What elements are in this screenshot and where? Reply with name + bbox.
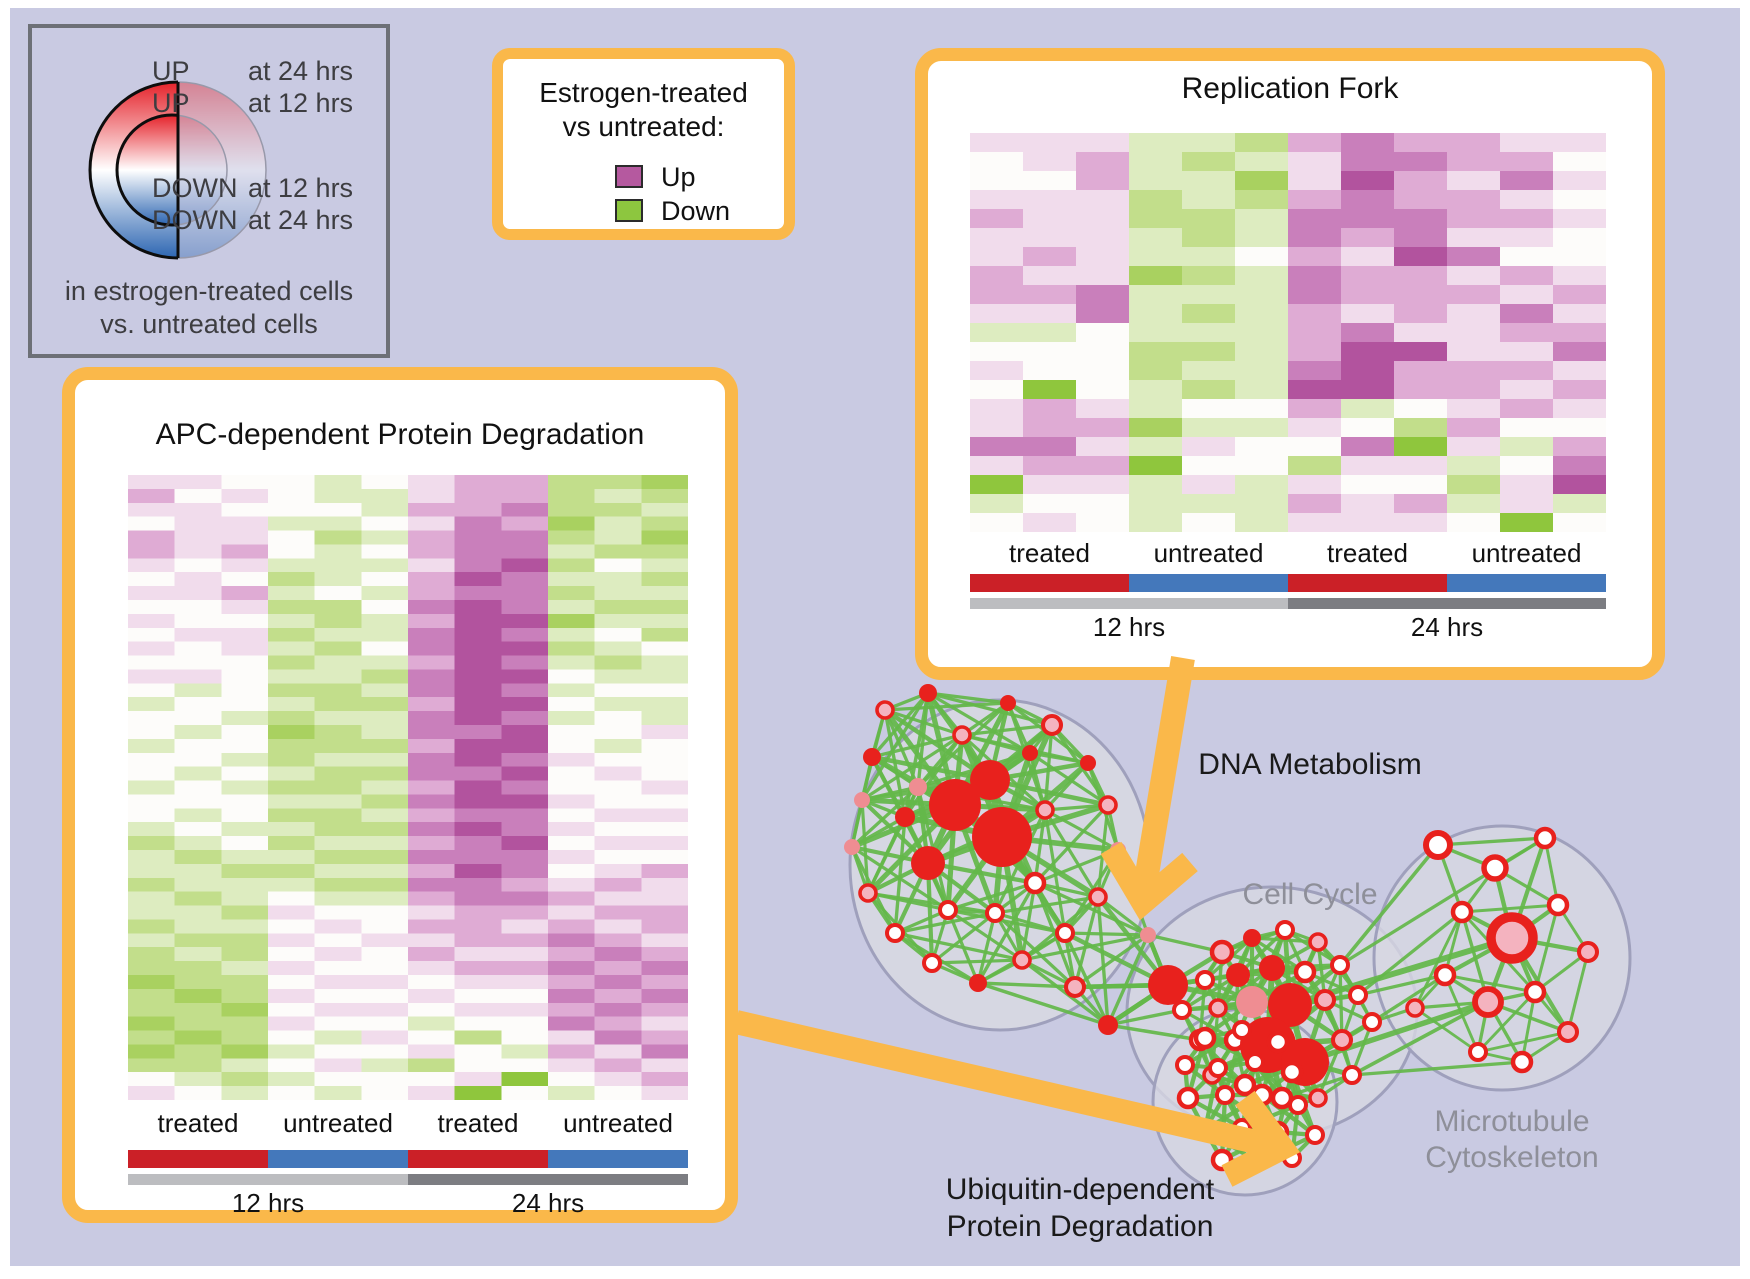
legend-up-12-direction: UP [152,88,190,118]
repfork-untreated-bar [1129,574,1288,592]
repfork-untreated-bar [1447,574,1606,592]
apc-12hrs-bar [128,1174,408,1185]
legend-down-12-time: at 12 hrs [248,173,354,203]
apc-heatmap [128,475,688,1100]
apc-sample-group-label: untreated [283,1108,393,1138]
repfork-12hrs-bar [970,598,1288,609]
repfork-time-label: 12 hrs [1092,612,1166,642]
color-key-box: Estrogen-treated vs untreated: Up Down [492,48,795,240]
apc-sample-group-label: untreated [563,1108,673,1138]
apc-time-label: 24 hrs [511,1188,585,1218]
cluster-label-ubiquitin-line2: Protein Degradation [946,1210,1214,1243]
up-label: Up [661,162,696,192]
repfork-sample-group-label: untreated [1153,538,1264,568]
apc-untreated-bar [548,1150,688,1168]
apc-24hrs-bar [408,1174,688,1185]
apc-treated-bar [128,1150,268,1168]
legend-footer-line2: vs. untreated cells [100,309,318,339]
down-swatch [615,199,643,222]
color-key-title-line1: Estrogen-treated [539,77,748,108]
down-label: Down [661,196,731,226]
updown-gradient-rings-icon [88,80,267,260]
repfork-sample-group-label: treated [1009,538,1090,568]
legend-down-24-direction: DOWN [152,205,238,235]
repfork-sample-group-label: treated [1327,538,1408,568]
legend-up-12-time: at 12 hrs [248,88,354,118]
cluster-label-ubiquitin-line1: Ubiquitin-dependent [945,1173,1215,1206]
gradient-legend-box: UP at 24 hrs UP at 12 hrs DOWN at 12 hrs… [28,24,390,358]
apc-untreated-bar [268,1150,408,1168]
cluster-label-dna-metabolism: DNA Metabolism [1198,748,1422,781]
cluster-label-cell-cycle: Cell Cycle [1242,878,1378,911]
repfork-sample-group-label: untreated [1471,538,1582,568]
apc-time-label: 12 hrs [231,1188,305,1218]
legend-down-12-direction: DOWN [152,173,238,203]
repfork-time-label: 24 hrs [1410,612,1484,642]
apc-sample-group-label: treated [157,1108,239,1138]
legend-down-24-time: at 24 hrs [248,205,354,235]
apc-treated-bar [408,1150,548,1168]
legend-footer-line1: in estrogen-treated cells [64,276,354,306]
apc-panel-title: APC-dependent Protein Degradation [155,418,645,451]
cluster-label-microtubule-line2: Cytoskeleton [1425,1141,1599,1174]
repfork-treated-bar [970,574,1129,592]
color-key-title-line2: vs untreated: [562,111,725,142]
cluster-label-microtubule-line1: Microtubule [1434,1105,1590,1138]
legend-up-24-time: at 24 hrs [248,56,354,86]
repfork-24hrs-bar [1288,598,1606,609]
repfork-heatmap [970,133,1606,532]
up-swatch [615,165,643,188]
repfork-treated-bar [1288,574,1447,592]
legend-up-24-direction: UP [152,56,190,86]
apc-sample-group-label: treated [437,1108,519,1138]
repfork-panel-title: Replication Fork [1181,72,1399,105]
